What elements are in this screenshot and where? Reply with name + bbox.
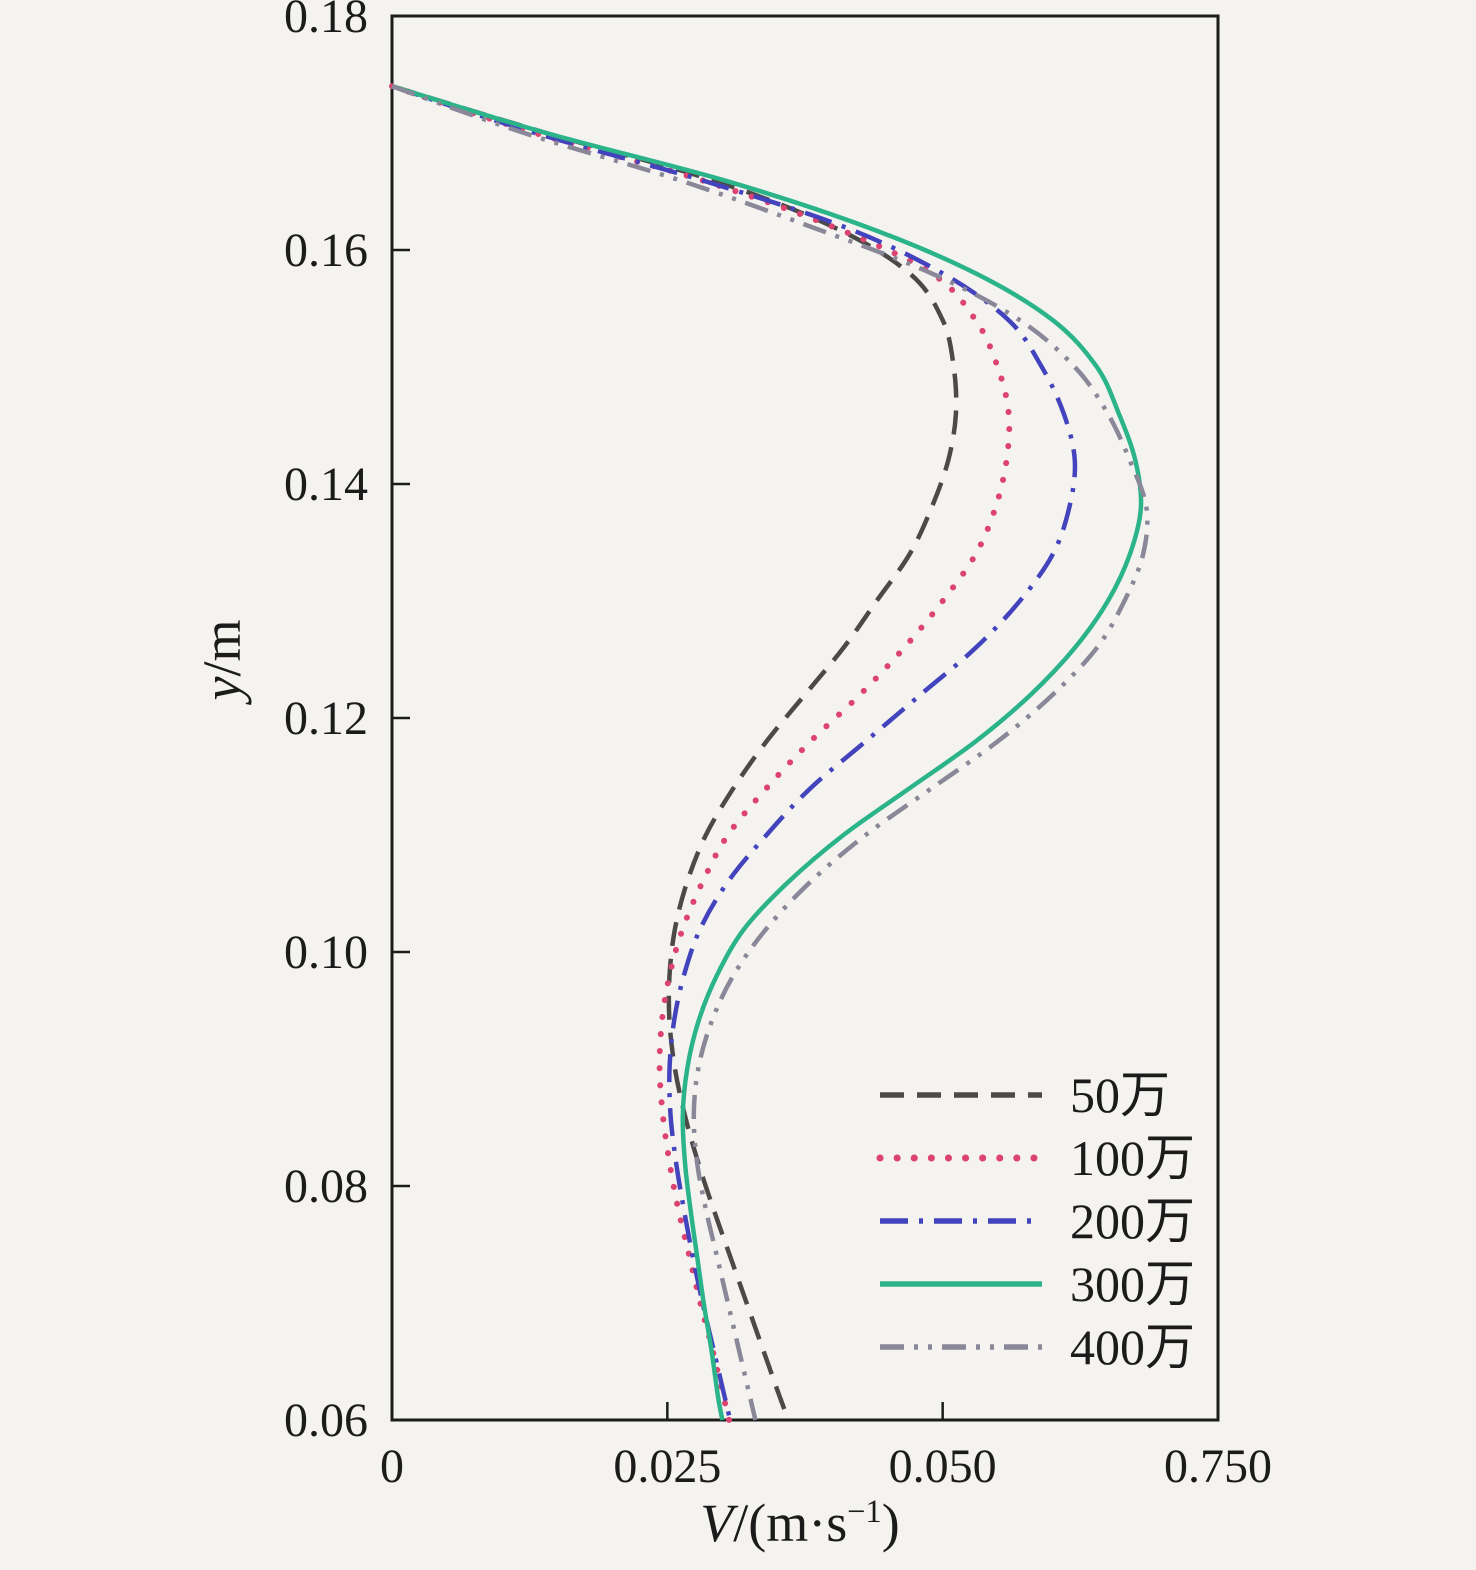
y-tick-label: 0.08	[284, 1160, 368, 1213]
x-tick-label: 0.050	[889, 1440, 997, 1493]
legend: 50万 100万 200万 300万 400万	[876, 1070, 1195, 1372]
x-tick-label: 0.750	[1164, 1440, 1272, 1493]
y-tick-label: 0.10	[284, 926, 368, 979]
legend-line-sample	[880, 1344, 1042, 1350]
curve-4	[391, 84, 1144, 1421]
y-axis-variable: y	[192, 676, 252, 701]
legend-item: 400万	[876, 1322, 1195, 1372]
y-tick-label: 0.18	[284, 0, 368, 43]
legend-label: 200万	[1070, 1193, 1195, 1249]
y-axis-title: y/m	[191, 620, 253, 701]
x-axis-unit: /(m·s	[733, 1493, 848, 1553]
legend-item: 50万	[876, 1070, 1195, 1120]
legend-item: 100万	[876, 1133, 1195, 1183]
legend-line-sample	[880, 1092, 1042, 1098]
x-tick-label: 0	[380, 1440, 404, 1493]
legend-label: 50万	[1070, 1067, 1170, 1123]
x-axis-variable: V	[700, 1493, 734, 1553]
y-tick-label: 0.12	[284, 692, 368, 745]
y-tick-label: 0.14	[284, 458, 368, 511]
x-axis-unit-exponent: −1	[847, 1494, 882, 1530]
curve-2	[389, 83, 1013, 1423]
curve-1	[391, 84, 959, 1421]
y-tick-label: 0.16	[284, 224, 368, 277]
y-axis-unit: /m	[192, 619, 252, 677]
legend-line-sample	[876, 1154, 1046, 1162]
legend-line-sample	[880, 1218, 1042, 1224]
x-tick-label: 0.025	[613, 1440, 721, 1493]
x-axis-unit-close: )	[881, 1493, 900, 1553]
legend-label: 100万	[1070, 1130, 1195, 1186]
legend-label: 300万	[1070, 1256, 1195, 1312]
curve-3	[391, 84, 1078, 1421]
legend-item: 300万	[876, 1259, 1195, 1309]
legend-item: 200万	[876, 1196, 1195, 1246]
y-tick-label: 0.06	[284, 1394, 368, 1447]
legend-label: 400万	[1070, 1319, 1195, 1375]
legend-line-sample	[880, 1281, 1042, 1287]
x-axis-title: V/(m·s−1)	[700, 1492, 899, 1554]
